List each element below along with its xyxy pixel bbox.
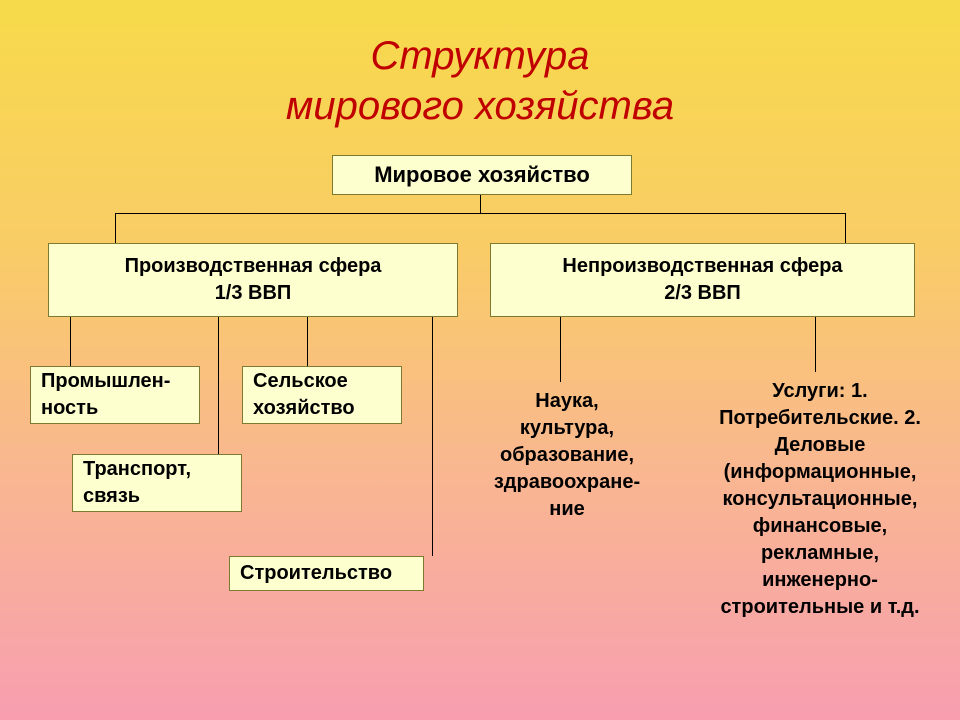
node-nonproduction-sphere: Непроизводственная сфера 2/3 ВВП [490, 243, 915, 317]
connector-line [307, 317, 308, 366]
node-nonproduction-sub: 2/3 ВВП [664, 280, 741, 307]
connector-line [432, 317, 433, 556]
node-transport: Транспорт,связь [72, 454, 242, 512]
title-line1: Структура [0, 34, 960, 79]
connector-line [480, 195, 481, 213]
node-science-text: Наука,культура,образование,здравоохране-… [452, 388, 682, 523]
connector-line [560, 317, 561, 382]
connector-line [70, 317, 71, 366]
node-construction: Строительство [229, 556, 424, 591]
connector-line [845, 213, 846, 243]
connector-line [115, 213, 845, 214]
node-nonproduction-label: Непроизводственная сфера [562, 253, 842, 280]
node-services-text: Услуги: 1.Потребительские. 2.Деловые(инф… [700, 378, 940, 621]
node-root: Мировое хозяйство [332, 155, 632, 195]
connector-line [218, 317, 219, 454]
connector-line [815, 317, 816, 372]
node-industry: Промышлен-ность [30, 366, 200, 424]
title-line2: мирового хозяйства [0, 84, 960, 129]
connector-line [115, 213, 116, 243]
node-production-sub: 1/3 ВВП [215, 280, 292, 307]
node-production-label: Производственная сфера [125, 253, 382, 280]
node-agriculture: Сельскоехозяйство [242, 366, 402, 424]
node-production-sphere: Производственная сфера 1/3 ВВП [48, 243, 458, 317]
